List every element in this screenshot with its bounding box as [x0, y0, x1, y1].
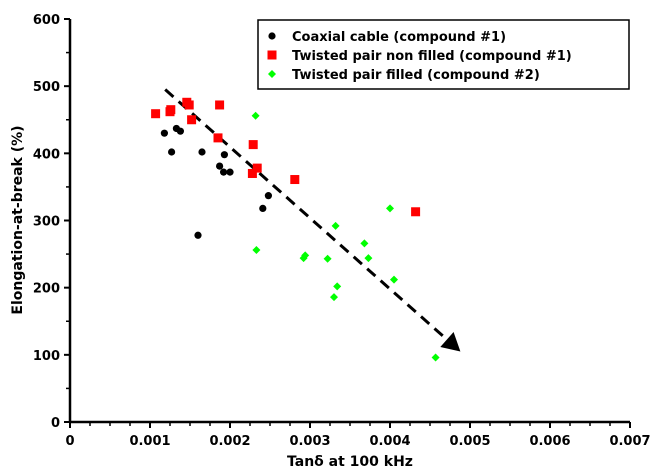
y-tick-label: 200 [33, 282, 60, 297]
data-point [290, 175, 300, 185]
series-0 [160, 124, 272, 239]
data-point [176, 127, 184, 135]
data-point [187, 115, 197, 125]
data-point [390, 275, 398, 284]
data-point [333, 282, 342, 291]
series-2 [251, 111, 440, 362]
legend-label-coaxial: Coaxial cable (compound #1) [292, 30, 506, 45]
data-point [330, 293, 338, 302]
series-1 [151, 97, 421, 217]
y-tick-label: 600 [33, 13, 60, 28]
data-point [216, 162, 224, 170]
data-point [151, 109, 161, 119]
data-point [323, 254, 332, 263]
data-point [431, 353, 440, 362]
data-point [411, 207, 421, 217]
data-point [251, 111, 260, 120]
data-point [184, 100, 194, 110]
y-tick-label: 300 [33, 215, 60, 230]
data-point [360, 239, 369, 248]
trend-arrow-line [164, 88, 448, 341]
data-point [252, 163, 262, 173]
data-points [151, 97, 440, 362]
data-point [194, 231, 202, 239]
data-point [331, 221, 340, 230]
data-point [259, 204, 267, 213]
y-tick-label: 100 [33, 349, 60, 364]
x-tick-label: 0.001 [129, 434, 170, 449]
legend-markers [267, 32, 277, 78]
data-point [160, 129, 168, 137]
data-point [252, 246, 261, 255]
data-point [168, 148, 176, 156]
data-point [166, 105, 176, 115]
data-point [220, 168, 228, 176]
y-tick-label: 0 [51, 416, 60, 431]
data-point [386, 204, 394, 213]
data-point [215, 100, 225, 110]
x-tick-label: 0.007 [609, 434, 650, 449]
y-tick-label: 500 [33, 80, 60, 95]
y-axis-title: Elongation-at-break (%) [10, 125, 26, 314]
data-point [364, 254, 373, 263]
x-tick-label: 0 [65, 434, 74, 449]
data-point [247, 168, 257, 178]
data-point [213, 133, 223, 143]
data-point [226, 168, 234, 176]
x-tick-label: 0.002 [209, 434, 250, 449]
data-point [198, 148, 206, 156]
legend-marker-1 [267, 50, 277, 60]
data-point [220, 151, 228, 159]
x-tick-label: 0.006 [529, 434, 570, 449]
trend-arrow [164, 88, 461, 352]
legend: Coaxial cable (compound #1) Twisted pair… [257, 19, 630, 90]
x-tick-label: 0.004 [369, 434, 410, 449]
y-tick-label: 400 [33, 147, 60, 162]
x-tick-label: 0.003 [289, 434, 330, 449]
data-point [264, 192, 272, 200]
ticks-layer: 0 0.001 0.002 0.003 0.004 0.005 0.006 0.007 0 100… [33, 13, 651, 449]
legend-marker-2 [268, 70, 276, 78]
legend-label-twisted-filled: Twisted pair filled (compound #2) [292, 68, 540, 83]
trend-arrow-head [440, 332, 461, 352]
legend-box [257, 19, 630, 90]
legend-marker-0 [268, 32, 276, 40]
data-point [301, 251, 310, 260]
legend-label-twisted-non-filled: Twisted pair non filled (compound #1) [292, 49, 572, 64]
x-tick-label: 0.005 [449, 434, 490, 449]
data-point [248, 140, 258, 150]
x-axis-title: Tanδ at 100 kHz [287, 454, 413, 470]
